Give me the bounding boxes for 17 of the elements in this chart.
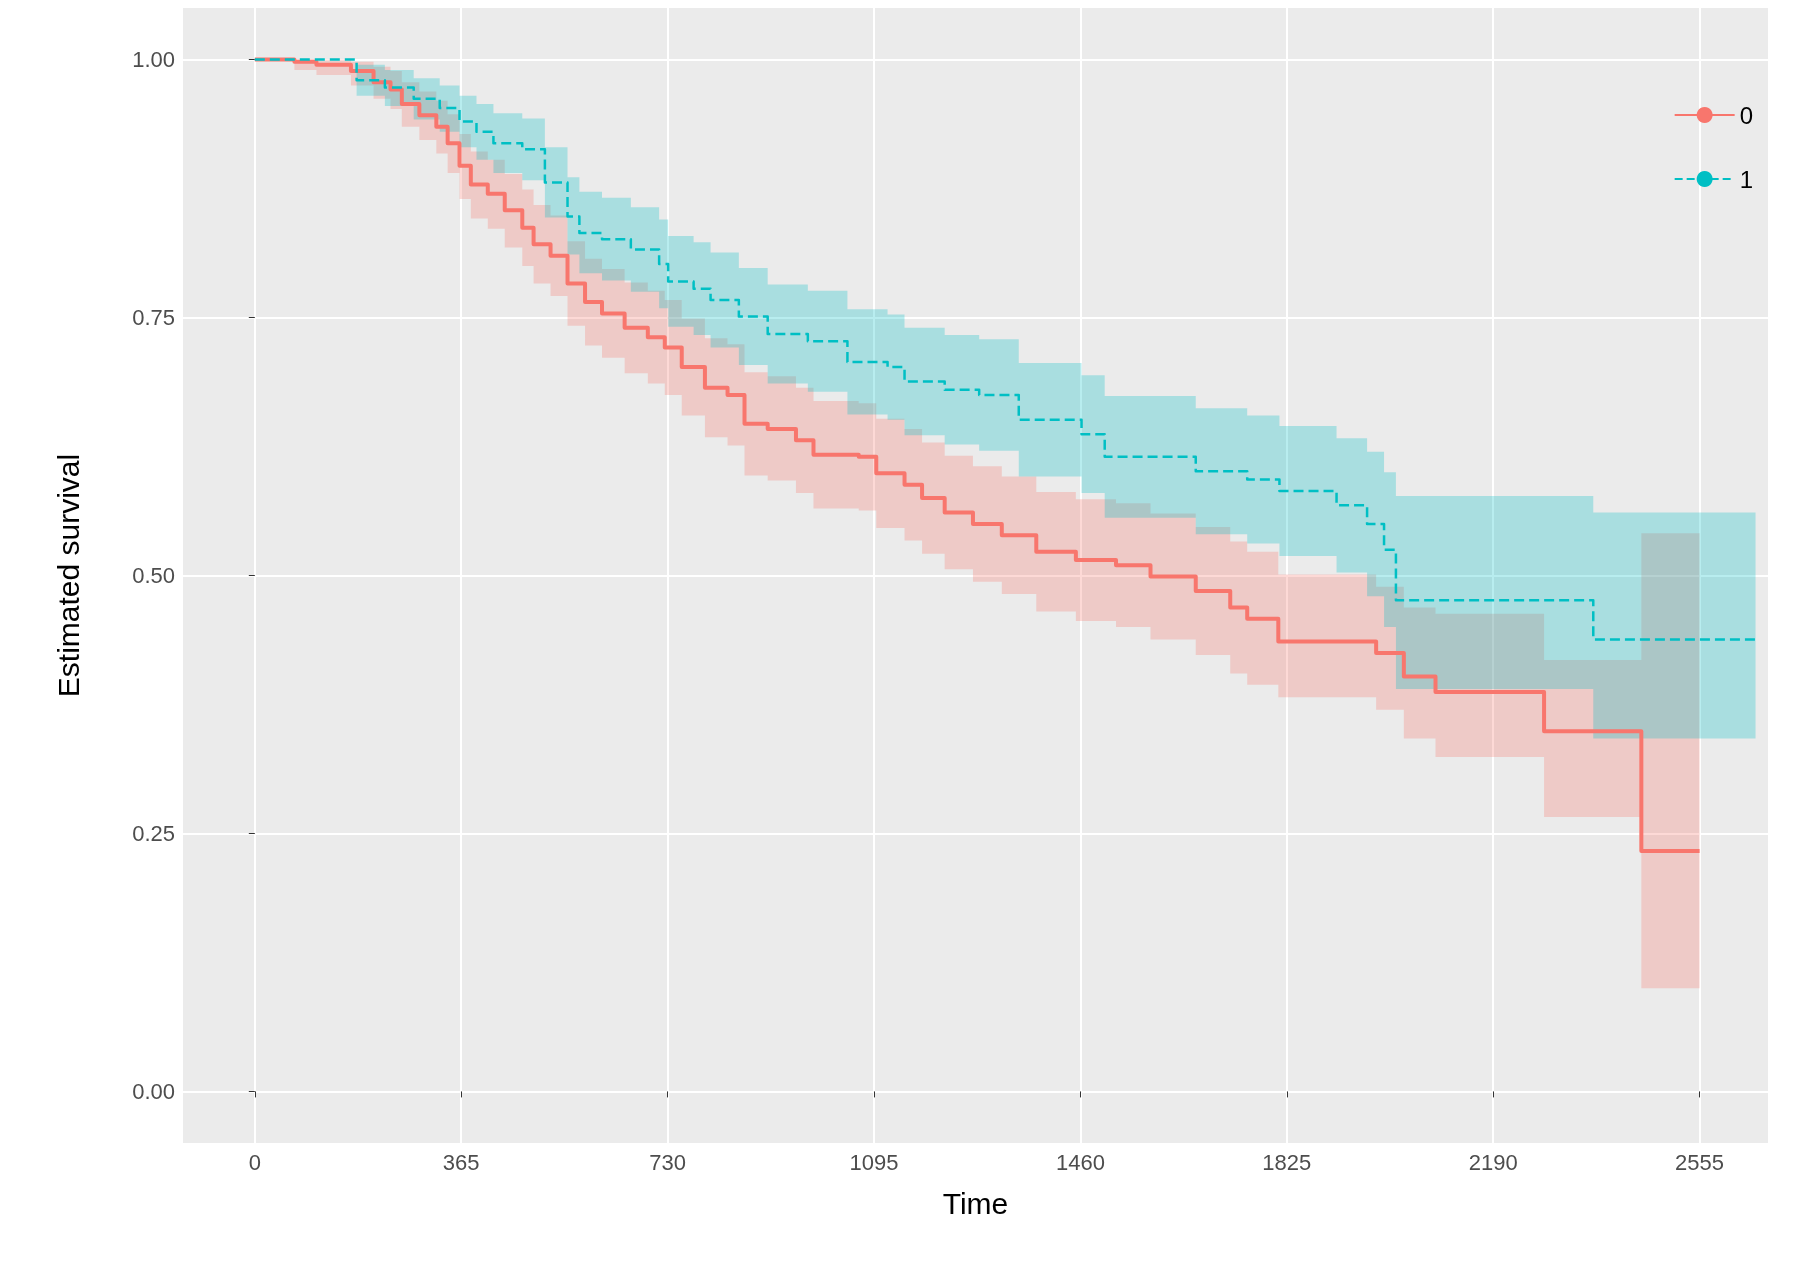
x-tick-label: 2555 (1675, 1149, 1725, 1175)
y-tick-label: 0.75 (132, 305, 175, 331)
x-tick-label: 2190 (1468, 1149, 1518, 1175)
x-tick-label: 365 (442, 1149, 480, 1175)
x-tick-label: 730 (649, 1149, 686, 1175)
legend-label: 0 (1739, 101, 1754, 129)
x-tick-label: 1460 (1055, 1149, 1105, 1175)
y-tick-label: 1.00 (132, 47, 175, 73)
x-axis-title: Time (942, 1186, 1009, 1220)
y-tick-label: 0.50 (132, 563, 175, 588)
x-tick-label: 1825 (1262, 1149, 1312, 1175)
y-tick-label: 0.00 (132, 1078, 175, 1104)
x-tick-label: 0 (248, 1149, 261, 1175)
x-tick-label: 1095 (849, 1149, 899, 1175)
y-tick-label: 0.25 (132, 820, 175, 846)
y-axis-title: Estimated survival (51, 453, 85, 698)
legend-label: 1 (1739, 165, 1754, 193)
